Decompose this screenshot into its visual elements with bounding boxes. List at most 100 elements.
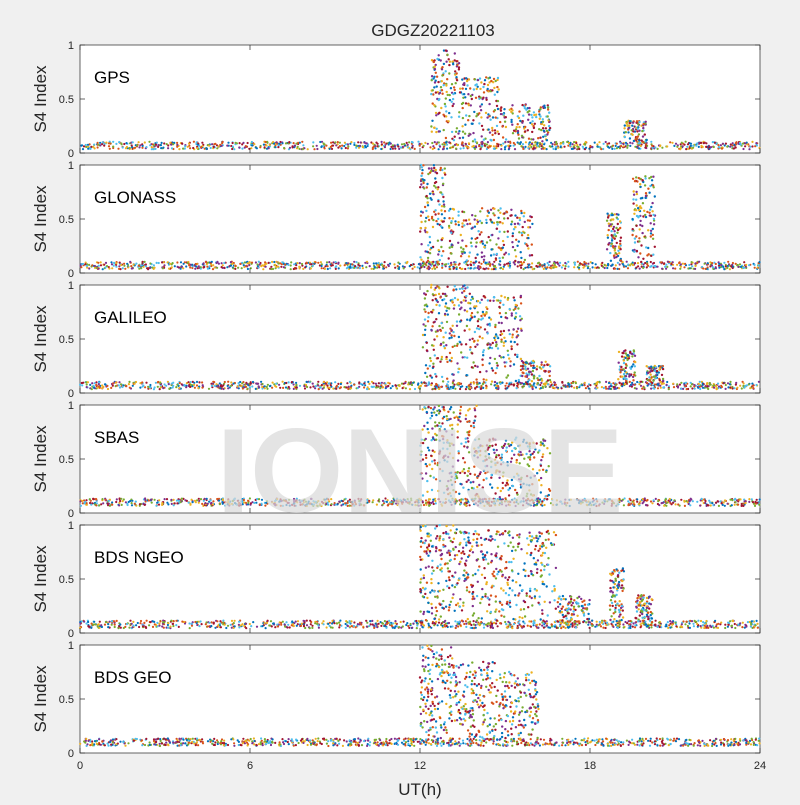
data-point bbox=[230, 385, 232, 387]
data-point bbox=[417, 382, 419, 384]
data-point bbox=[463, 93, 465, 95]
data-point bbox=[487, 77, 489, 79]
data-point bbox=[543, 130, 545, 132]
data-point bbox=[427, 312, 429, 314]
data-point bbox=[516, 387, 518, 389]
data-point bbox=[441, 267, 443, 269]
data-point bbox=[508, 357, 510, 359]
data-point bbox=[497, 237, 499, 239]
data-point bbox=[144, 386, 146, 388]
data-point bbox=[488, 115, 490, 117]
data-point bbox=[239, 142, 241, 144]
data-point bbox=[377, 262, 379, 264]
data-point bbox=[617, 229, 619, 231]
data-point bbox=[705, 142, 707, 144]
data-point bbox=[261, 386, 263, 388]
data-point bbox=[546, 130, 548, 132]
data-point bbox=[232, 267, 234, 269]
data-point bbox=[498, 133, 500, 135]
data-point bbox=[550, 142, 552, 144]
data-point bbox=[200, 146, 202, 148]
data-point bbox=[457, 214, 459, 216]
data-point bbox=[493, 145, 495, 147]
data-point bbox=[468, 328, 470, 330]
data-point bbox=[436, 85, 438, 87]
data-point bbox=[752, 385, 754, 387]
data-point bbox=[317, 262, 319, 264]
data-point bbox=[169, 263, 171, 265]
data-point bbox=[745, 264, 747, 266]
data-point bbox=[625, 131, 627, 133]
data-point bbox=[402, 146, 404, 148]
data-point bbox=[648, 192, 650, 194]
data-point bbox=[335, 261, 337, 263]
data-point bbox=[371, 386, 373, 388]
data-point bbox=[454, 263, 456, 265]
data-point bbox=[748, 148, 750, 150]
data-point bbox=[423, 266, 425, 268]
data-point bbox=[433, 185, 435, 187]
data-point bbox=[445, 344, 447, 346]
data-point bbox=[469, 87, 471, 89]
data-point bbox=[500, 106, 502, 108]
data-point bbox=[216, 262, 218, 264]
data-point bbox=[434, 373, 436, 375]
data-point bbox=[465, 295, 467, 297]
data-point bbox=[724, 505, 726, 507]
data-point bbox=[181, 266, 183, 268]
data-point bbox=[632, 122, 634, 124]
data-point bbox=[660, 261, 662, 263]
data-point bbox=[729, 386, 731, 388]
data-point bbox=[565, 265, 567, 267]
data-point bbox=[705, 146, 707, 148]
data-point bbox=[464, 133, 466, 135]
data-point bbox=[227, 142, 229, 144]
data-point bbox=[480, 109, 482, 111]
data-point bbox=[111, 267, 113, 269]
data-point bbox=[727, 386, 729, 388]
data-point bbox=[429, 365, 431, 367]
data-point bbox=[494, 324, 496, 326]
data-point bbox=[158, 499, 160, 501]
data-point bbox=[535, 265, 537, 267]
data-point bbox=[435, 80, 437, 82]
data-point bbox=[497, 299, 499, 301]
data-point bbox=[432, 148, 434, 150]
data-point bbox=[193, 382, 195, 384]
data-point bbox=[483, 255, 485, 257]
data-point bbox=[574, 262, 576, 264]
data-point bbox=[268, 147, 270, 149]
data-point bbox=[142, 385, 144, 387]
data-point bbox=[472, 262, 474, 264]
data-point bbox=[280, 266, 282, 268]
data-point bbox=[450, 87, 452, 89]
data-point bbox=[431, 268, 433, 270]
data-point bbox=[611, 264, 613, 266]
data-point bbox=[488, 362, 490, 364]
data-point bbox=[742, 148, 744, 150]
data-point bbox=[649, 266, 651, 268]
data-point bbox=[608, 142, 610, 144]
data-point bbox=[459, 308, 461, 310]
data-point bbox=[550, 381, 552, 383]
y-axis-label: S4 Index bbox=[31, 65, 50, 133]
data-point bbox=[459, 341, 461, 343]
data-point bbox=[327, 265, 329, 267]
data-point bbox=[354, 265, 356, 267]
data-point bbox=[212, 264, 214, 266]
data-point bbox=[449, 359, 451, 361]
data-point bbox=[440, 246, 442, 248]
data-point bbox=[470, 383, 472, 385]
data-point bbox=[163, 264, 165, 266]
data-point bbox=[606, 248, 608, 250]
data-point bbox=[345, 147, 347, 149]
data-point bbox=[624, 357, 626, 359]
data-point bbox=[617, 250, 619, 252]
data-point bbox=[499, 264, 501, 266]
data-point bbox=[619, 263, 621, 265]
data-point bbox=[466, 286, 468, 288]
data-point bbox=[611, 243, 613, 245]
data-point bbox=[281, 142, 283, 144]
data-point bbox=[445, 137, 447, 139]
data-point bbox=[513, 363, 515, 365]
